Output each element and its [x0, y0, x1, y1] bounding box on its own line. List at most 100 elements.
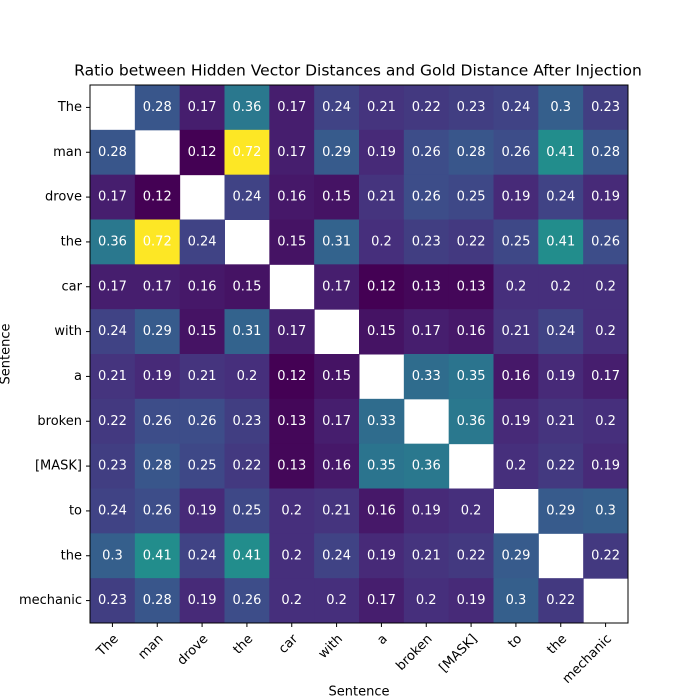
heatmap-cell [403, 264, 450, 310]
heatmap-cell [269, 129, 315, 176]
heatmap-cell [538, 578, 584, 624]
cell-label: 0.28 [591, 145, 620, 160]
heatmap-cell [403, 578, 450, 624]
cell-label: 0.17 [143, 279, 172, 294]
cell-label: 0.2 [506, 459, 527, 474]
heatmap-cell [583, 488, 629, 534]
cell-label: 0.15 [322, 369, 351, 384]
cell-label: 0.13 [277, 414, 306, 429]
heatmap-cell [493, 85, 539, 131]
cell-label: 0.24 [232, 190, 261, 205]
cell-label: 0.19 [412, 503, 441, 518]
cell-label: 0.17 [322, 279, 351, 294]
heatmap-cell [314, 354, 360, 400]
cell-label: 0.24 [188, 234, 217, 249]
cell-label: 0.15 [232, 279, 261, 294]
heatmap-cell [403, 488, 450, 534]
y-tick-label: mechanic [19, 593, 82, 608]
cell-label: 0.19 [591, 190, 620, 205]
cell-label: 0.19 [188, 503, 217, 518]
y-tick-label: The [57, 100, 82, 115]
cell-label: 0.22 [591, 548, 620, 563]
heatmap-cell [493, 398, 539, 445]
cell-label: 0.13 [457, 279, 486, 294]
heatmap-cell [269, 533, 315, 579]
cell-label: 0.19 [501, 190, 530, 205]
cell-label: 0.25 [457, 190, 486, 205]
heatmap-cell [359, 488, 405, 534]
heatmap-cell [314, 533, 360, 579]
heatmap-cell [134, 488, 181, 534]
cell-label: 0.26 [143, 414, 172, 429]
cell-label: 0.29 [546, 503, 575, 518]
heatmap-cell [583, 309, 629, 355]
cell-label: 0.19 [143, 369, 172, 384]
heatmap-cell [493, 578, 539, 624]
cell-label: 0.28 [143, 100, 172, 115]
heatmap-cell [538, 174, 584, 220]
cell-label: 0.15 [322, 190, 351, 205]
heatmap-cell [583, 264, 629, 310]
cell-label: 0.19 [501, 414, 530, 429]
heatmap-cell [269, 309, 315, 355]
heatmap-cell [538, 264, 584, 310]
heatmap-cell [403, 309, 450, 355]
cell-label: 0.2 [371, 234, 392, 249]
heatmap-cell [583, 533, 629, 579]
heatmap-cell [359, 398, 405, 445]
heatmap-cell [90, 174, 136, 220]
heatmap-cell [90, 354, 136, 400]
cell-label: 0.29 [322, 145, 351, 160]
cell-label: 0.25 [188, 459, 217, 474]
heatmap-cell [359, 264, 405, 310]
y-tick-label: [MASK] [35, 459, 82, 474]
y-tick-label: with [54, 324, 82, 339]
cell-label: 0.22 [232, 459, 261, 474]
y-tick-label: a [74, 369, 82, 384]
cell-label: 0.21 [322, 503, 351, 518]
heatmap-cell [538, 309, 584, 355]
heatmap-cell [583, 398, 629, 445]
heatmap-cell [493, 533, 539, 579]
cell-label: 0.24 [322, 548, 351, 563]
heatmap-cell [403, 129, 450, 176]
cell-label: 0.35 [367, 459, 396, 474]
cell-label: 0.17 [367, 593, 396, 608]
cell-label: 0.26 [143, 503, 172, 518]
heatmap-cell [224, 578, 270, 624]
cell-label: 0.16 [501, 369, 530, 384]
cell-label: 0.2 [237, 369, 258, 384]
heatmap-cell [538, 488, 584, 534]
heatmap-cell [403, 354, 450, 400]
heatmap-cell [448, 309, 494, 355]
cell-label: 0.16 [188, 279, 217, 294]
heatmap-cell [493, 264, 539, 310]
cell-label: 0.26 [188, 414, 217, 429]
heatmap-cell [269, 219, 315, 265]
cell-label: 0.21 [501, 324, 530, 339]
cell-label: 0.26 [412, 190, 441, 205]
heatmap-cell [134, 219, 181, 265]
cell-label: 0.26 [412, 145, 441, 160]
heatmap-cell [493, 354, 539, 400]
cell-label: 0.28 [143, 593, 172, 608]
heatmap-cell [359, 174, 405, 220]
cell-label: 0.29 [143, 324, 172, 339]
cell-label: 0.16 [322, 459, 351, 474]
cell-label: 0.31 [232, 324, 261, 339]
cell-label: 0.2 [550, 279, 571, 294]
cell-label: 0.19 [591, 459, 620, 474]
cell-label: 0.25 [501, 234, 530, 249]
heatmap-cell [179, 443, 225, 489]
cell-label: 0.13 [277, 459, 306, 474]
heatmap-cell [448, 398, 494, 445]
heatmap-cell [448, 578, 494, 624]
heatmap-cell [448, 129, 494, 176]
cell-label: 0.21 [367, 100, 396, 115]
heatmap-cell [224, 129, 270, 176]
y-tick-label: broken [37, 414, 82, 429]
heatmap-cell [583, 443, 629, 489]
cell-label: 0.17 [591, 369, 620, 384]
cell-label: 0.22 [457, 234, 486, 249]
